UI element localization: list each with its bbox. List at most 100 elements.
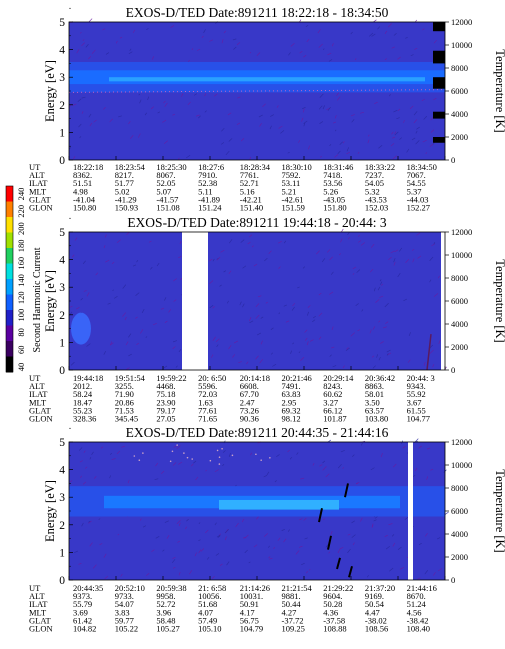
table-cell: -38.02 — [365, 615, 387, 625]
noise-speck — [104, 234, 107, 238]
noise-speck — [138, 93, 141, 96]
noise-speck — [422, 28, 425, 31]
noise-speck — [396, 117, 400, 120]
noise-speck — [417, 577, 421, 580]
table-cell: 8362. — [73, 170, 92, 180]
noise-speck — [433, 293, 439, 297]
noise-speck — [113, 296, 118, 299]
table-cell: 60.62 — [323, 389, 342, 399]
noise-speck — [303, 517, 307, 521]
y2-tick-label: 8000 — [451, 63, 468, 73]
noise-speck — [89, 542, 93, 547]
table-cell: 20:29:14 — [323, 373, 354, 383]
colorbar-tick-label: 60 — [16, 345, 26, 354]
noise-speck — [77, 98, 82, 102]
noise-speck — [416, 232, 421, 236]
noise-speck — [379, 295, 384, 298]
noise-speck — [331, 43, 334, 47]
table-cell: 20:36:42 — [365, 373, 395, 383]
noise-speck — [399, 247, 403, 252]
table-cell: 108.56 — [365, 624, 388, 634]
noise-speck — [173, 445, 178, 448]
noise-speck — [76, 306, 80, 310]
noise-speck — [185, 526, 187, 530]
table-cell: 21:29:22 — [323, 583, 353, 593]
y-tick-label: 0 — [59, 365, 65, 377]
noise-speck — [86, 343, 91, 347]
table-cell: 61.42 — [73, 615, 92, 625]
noise-speck — [331, 326, 334, 330]
noise-speck — [389, 94, 391, 97]
table-cell: 51.51 — [73, 178, 92, 188]
noise-speck — [187, 101, 191, 106]
noise-speck — [178, 255, 182, 259]
table-cell: -43.05 — [323, 194, 345, 204]
noise-speck — [172, 346, 176, 350]
noise-speck — [303, 54, 307, 58]
y-tick-label: 3 — [59, 72, 65, 84]
noise-speck — [116, 239, 122, 244]
noise-speck — [79, 31, 82, 34]
noise-speck — [70, 361, 75, 366]
noise-speck — [176, 520, 181, 525]
noise-speck — [256, 516, 260, 520]
noise-speck — [270, 327, 274, 330]
noise-speck — [162, 549, 165, 552]
noise-speck — [178, 349, 182, 353]
noise-speck — [103, 106, 106, 110]
noise-speck — [151, 56, 155, 60]
table-cell: 52.72 — [156, 599, 175, 609]
colorbar-label: Second Harmonic Current — [32, 247, 43, 352]
noise-speck — [318, 312, 323, 317]
noise-speck — [319, 121, 324, 124]
noise-speck — [340, 449, 345, 453]
table-cell: 328.36 — [73, 414, 96, 424]
scatter-dot — [221, 447, 223, 450]
table-cell: 8243. — [323, 381, 342, 391]
table-cell: 101.87 — [323, 414, 346, 424]
noise-speck — [72, 103, 77, 106]
table-cell: 18:22:18 — [73, 162, 103, 172]
noise-speck — [164, 102, 168, 107]
colorbar-tick-label: 140 — [16, 274, 26, 287]
table-cell: 20:52:10 — [115, 583, 145, 593]
noise-speck — [377, 26, 381, 30]
table-cell: 20:21:46 — [282, 373, 312, 383]
noise-speck — [433, 572, 436, 576]
noise-speck — [393, 261, 396, 266]
noise-speck — [408, 332, 411, 336]
table-cell: 8217. — [115, 170, 134, 180]
noise-speck — [204, 110, 207, 113]
noise-speck — [98, 518, 101, 520]
band-edge-dots — [68, 89, 446, 93]
noise-speck — [198, 539, 201, 542]
noise-speck — [370, 467, 375, 471]
panel-1: EXOS-D/TED Date:891211 18:22:18 - 18:34:… — [29, 5, 505, 213]
noise-speck — [162, 119, 167, 123]
noise-speck — [111, 458, 116, 460]
colorbar-tick-label: 160 — [16, 257, 26, 270]
noise-speck — [351, 520, 355, 524]
noise-speck — [418, 542, 422, 546]
noise-speck — [219, 563, 223, 566]
noise-speck — [385, 321, 389, 324]
noise-speck — [306, 341, 309, 346]
noise-speck — [249, 234, 253, 238]
noise-speck — [330, 271, 334, 275]
table-cell: 56.75 — [240, 615, 259, 625]
colorbar-segment — [6, 217, 13, 233]
noise-speck — [322, 460, 326, 464]
noise-speck — [283, 304, 288, 307]
noise-speck — [437, 568, 443, 572]
noise-speck — [112, 289, 114, 292]
row-label: ILAT — [29, 178, 48, 188]
noise-speck — [73, 155, 76, 160]
noise-speck — [278, 266, 281, 269]
noise-speck — [304, 337, 308, 341]
noise-speck — [318, 105, 323, 110]
noise-speck — [312, 319, 316, 323]
noise-speck — [383, 326, 387, 329]
table-cell: 79.17 — [156, 405, 175, 415]
table-cell: 20:44:35 — [73, 583, 103, 593]
noise-speck — [198, 549, 202, 554]
